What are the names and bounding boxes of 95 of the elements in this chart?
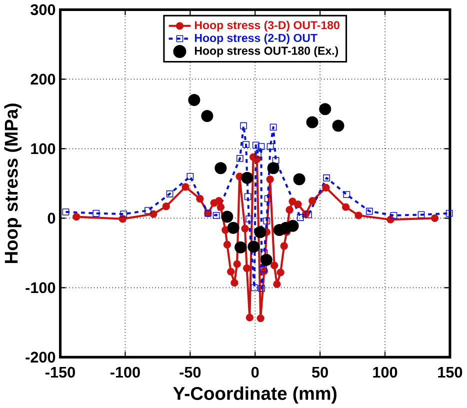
- point: [390, 212, 398, 219]
- point: [242, 141, 250, 148]
- point: [254, 150, 262, 158]
- point: [258, 285, 266, 292]
- point: [306, 116, 318, 128]
- point: [286, 220, 299, 232]
- point: [418, 211, 425, 218]
- point: [260, 266, 267, 272]
- point: [270, 124, 277, 131]
- point: [267, 162, 280, 174]
- point: [216, 203, 225, 211]
- point: [293, 173, 306, 186]
- point: [343, 191, 350, 198]
- point: [294, 200, 302, 208]
- point: [276, 268, 284, 276]
- point: [246, 314, 254, 322]
- point: [253, 155, 261, 164]
- point: [286, 206, 294, 214]
- point: [215, 197, 223, 205]
- point: [252, 142, 260, 149]
- x-tick-label: -100: [110, 366, 140, 378]
- y-tick-label: -100: [26, 282, 56, 294]
- point: [242, 264, 251, 272]
- point: [188, 94, 200, 106]
- point: [212, 212, 220, 219]
- point: [272, 157, 280, 164]
- x-axis-title: Y-Coordinate (mm): [173, 386, 336, 404]
- point: [254, 226, 266, 238]
- point: [241, 172, 254, 184]
- point: [226, 268, 235, 276]
- point: [446, 210, 453, 217]
- point: [214, 162, 227, 174]
- legend-label: Hoop stress (3-D) OUT-180: [194, 20, 340, 32]
- point: [246, 216, 252, 222]
- point: [182, 183, 190, 191]
- y-tick-label: 0: [48, 212, 56, 224]
- legend-label: Hoop stress OUT-180 (Ex.): [194, 46, 338, 58]
- point: [244, 193, 252, 200]
- point: [166, 190, 174, 198]
- x-tick-label: 150: [438, 366, 462, 378]
- point: [234, 241, 247, 254]
- point: [62, 208, 70, 216]
- point: [266, 143, 274, 150]
- point: [270, 262, 278, 270]
- point: [150, 210, 158, 218]
- point: [322, 184, 330, 192]
- point: [221, 210, 234, 223]
- point: [323, 174, 330, 182]
- point: [240, 122, 248, 130]
- point: [201, 110, 214, 122]
- point: [342, 203, 350, 211]
- point: [248, 240, 260, 253]
- point: [236, 155, 244, 162]
- point: [260, 254, 272, 266]
- point: [120, 210, 128, 218]
- x-tick-label: 50: [312, 366, 328, 378]
- point: [332, 120, 344, 132]
- y-tick-label: 300: [30, 4, 56, 16]
- point: [280, 242, 288, 250]
- point: [366, 208, 373, 215]
- point: [258, 143, 265, 150]
- y-tick-label: -200: [26, 352, 56, 363]
- point: [250, 284, 258, 292]
- point: [144, 207, 152, 214]
- point: [241, 224, 249, 233]
- point: [223, 240, 232, 249]
- point: [233, 260, 241, 268]
- x-tick-label: 100: [373, 366, 398, 378]
- point: [256, 314, 264, 322]
- point: [308, 197, 316, 205]
- x-tick-label: -50: [180, 366, 201, 378]
- point: [263, 218, 270, 224]
- point: [227, 222, 240, 234]
- point: [430, 214, 439, 222]
- legend-label: Hoop stress (2-D) OUT: [194, 34, 318, 44]
- y-tick-label: 200: [30, 74, 56, 85]
- point: [296, 214, 304, 222]
- y-tick-label: 100: [31, 143, 56, 154]
- point: [196, 194, 204, 203]
- point: [288, 198, 296, 206]
- point: [273, 280, 281, 288]
- point: [319, 103, 332, 116]
- point: [72, 213, 80, 221]
- point: [264, 195, 272, 202]
- point: [354, 212, 362, 220]
- y-axis-title: Hoop stress (MPa): [4, 104, 22, 264]
- point: [230, 279, 238, 287]
- point: [186, 173, 194, 180]
- point: [266, 176, 274, 184]
- x-tick-label: 0: [251, 366, 259, 378]
- point: [162, 202, 170, 210]
- x-tick-label: -150: [46, 366, 75, 378]
- point: [305, 211, 312, 218]
- point: [92, 210, 100, 217]
- point: [222, 226, 230, 234]
